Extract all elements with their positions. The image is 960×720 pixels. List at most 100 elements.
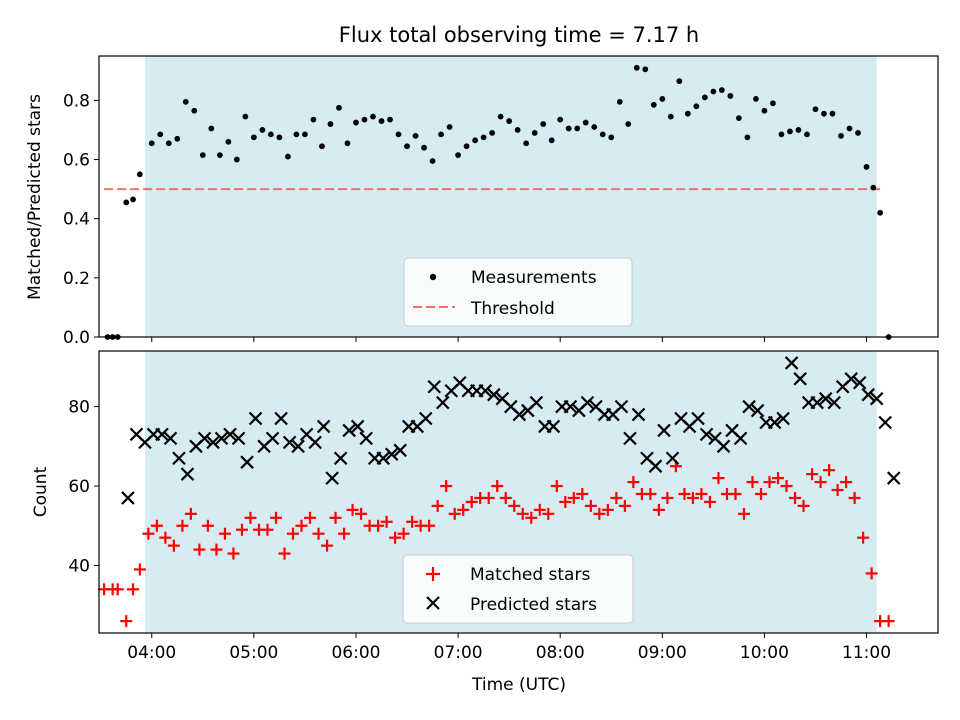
measurement-point bbox=[136, 171, 143, 178]
predicted-star-point bbox=[172, 451, 186, 466]
predicted-star-point bbox=[563, 399, 578, 414]
matched-star-point bbox=[652, 503, 665, 516]
matched-star-point bbox=[355, 507, 368, 520]
matched-star-point bbox=[610, 491, 623, 504]
predicted-star-point bbox=[827, 395, 841, 410]
measurement-point bbox=[412, 132, 419, 139]
matched-star-point bbox=[184, 507, 197, 520]
predicted-star-point bbox=[648, 459, 663, 473]
matched-star-point bbox=[840, 476, 853, 489]
predicted-star-point bbox=[121, 491, 135, 505]
predicted-star-point bbox=[359, 431, 373, 446]
matched-star-point bbox=[559, 495, 572, 508]
matched-star-point bbox=[508, 499, 521, 512]
measurement-point bbox=[250, 134, 257, 141]
measurement-point bbox=[727, 93, 734, 99]
measurement-point bbox=[667, 113, 674, 120]
predicted-star-point bbox=[810, 395, 824, 410]
matched-star-point bbox=[593, 507, 606, 520]
matched-star-point bbox=[542, 507, 555, 520]
measurement-point bbox=[625, 121, 632, 127]
measurement-point bbox=[463, 143, 470, 150]
measurement-point bbox=[710, 88, 717, 95]
predicted-star-point bbox=[487, 387, 501, 402]
legend-top: Measurements Threshold bbox=[403, 257, 633, 327]
predicted-star-point bbox=[546, 419, 561, 434]
x-tick-label: 05:00 bbox=[229, 643, 278, 663]
matched-star-point bbox=[120, 615, 133, 628]
predicted-star-point bbox=[384, 447, 399, 462]
measurement-point bbox=[182, 98, 189, 105]
measurement-point bbox=[191, 107, 198, 114]
predicted-star-point bbox=[248, 411, 263, 426]
x-tick-label: 10:00 bbox=[740, 643, 789, 663]
predicted-star-point bbox=[265, 431, 280, 446]
measurement-point bbox=[480, 134, 487, 141]
predicted-star-point bbox=[180, 467, 195, 481]
matched-star-point bbox=[176, 519, 189, 532]
predicted-star-point bbox=[750, 403, 765, 418]
measurement-point bbox=[718, 87, 725, 93]
predicted-star-point bbox=[631, 407, 646, 422]
predicted-star-point bbox=[325, 471, 339, 485]
measurement-point bbox=[148, 140, 155, 147]
measurement-point bbox=[157, 131, 164, 138]
measurement-point bbox=[804, 131, 810, 138]
measurement-point bbox=[863, 164, 870, 170]
predicted-star-point bbox=[316, 419, 331, 434]
measurement-point bbox=[574, 125, 581, 132]
measurement-point bbox=[633, 64, 640, 71]
measurement-point bbox=[877, 209, 884, 216]
measurement-point bbox=[199, 152, 206, 158]
measurement-point bbox=[514, 127, 521, 133]
matched-star-point bbox=[703, 495, 716, 508]
matched-star-point bbox=[440, 480, 453, 493]
matched-star-point bbox=[269, 511, 282, 524]
y-tick-label: 0.2 bbox=[63, 269, 90, 289]
predicted-star-point bbox=[393, 443, 408, 458]
predicted-star-point bbox=[733, 431, 748, 446]
predicted-star-point bbox=[240, 455, 254, 469]
predicted-star-point bbox=[418, 411, 433, 426]
matched-star-point bbox=[763, 476, 776, 489]
measurement-point bbox=[676, 78, 683, 85]
predicted-star-point bbox=[274, 411, 288, 426]
predicted-star-point bbox=[282, 435, 297, 450]
matched-star-point bbox=[516, 507, 529, 520]
predicted-star-point bbox=[657, 423, 671, 438]
matched-star-point bbox=[627, 476, 640, 489]
x-tick-label: 11:00 bbox=[842, 643, 891, 663]
matched-star-point bbox=[848, 491, 861, 504]
matched-star-point bbox=[159, 531, 172, 544]
measurement-point bbox=[642, 66, 649, 73]
matched-star-point bbox=[712, 472, 725, 485]
measurement-point bbox=[650, 101, 657, 108]
measurement-point bbox=[361, 116, 368, 123]
measurement-point bbox=[310, 116, 317, 123]
predicted-star-point bbox=[333, 451, 348, 466]
measurement-point bbox=[174, 135, 181, 142]
predicted-star-point bbox=[742, 399, 756, 414]
predicted-star-point bbox=[342, 423, 356, 438]
predicted-star-point bbox=[580, 395, 595, 410]
matched-star-point bbox=[806, 468, 819, 481]
matched-star-point bbox=[499, 491, 512, 504]
predicted-star-point bbox=[852, 375, 867, 390]
axes-frame-bottom bbox=[98, 350, 939, 634]
measurement-point bbox=[770, 100, 776, 107]
matched-star-point bbox=[857, 531, 870, 544]
predicted-star-point bbox=[427, 379, 442, 394]
y-tick-label: 0.6 bbox=[63, 151, 90, 171]
matched-star-point bbox=[346, 503, 359, 516]
matched-star-point bbox=[584, 499, 597, 512]
predicted-star-point bbox=[716, 439, 731, 454]
matched-star-point bbox=[448, 507, 461, 520]
measurement-point bbox=[582, 119, 589, 126]
matched-star-point bbox=[789, 491, 802, 504]
measurement-point bbox=[795, 127, 802, 133]
predicted-stars-series bbox=[121, 356, 901, 505]
measurement-point bbox=[829, 110, 836, 117]
matched-star-point bbox=[397, 527, 410, 540]
measurement-point bbox=[735, 115, 742, 122]
